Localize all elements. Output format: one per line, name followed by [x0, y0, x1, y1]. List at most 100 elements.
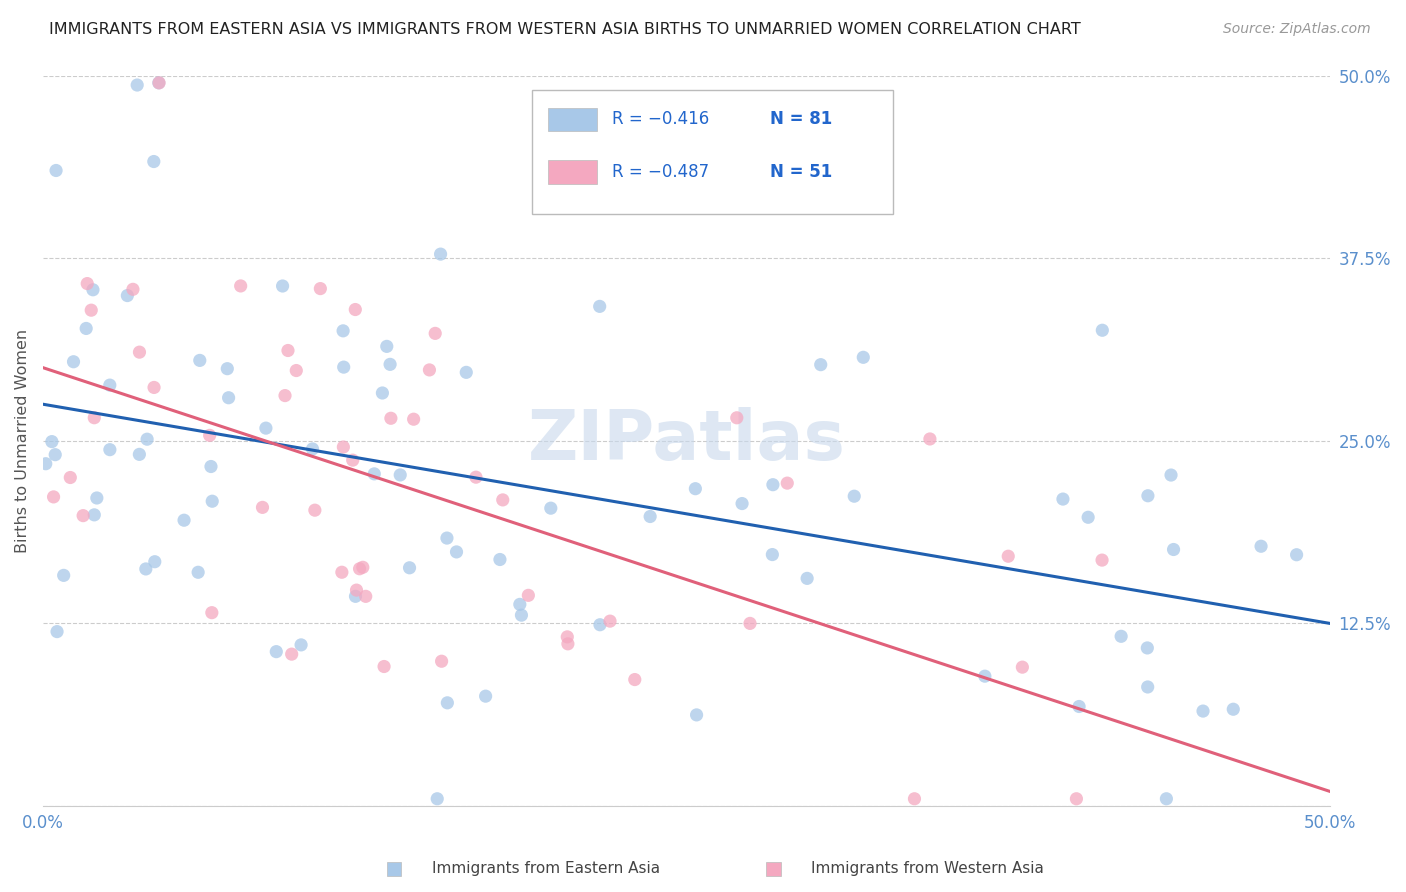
Point [83, 508, 105, 522]
Point [304, 503, 326, 517]
Point [489, 552, 512, 566]
Point [46, 624, 69, 639]
Text: IMMIGRANTS FROM EASTERN ASIA VS IMMIGRANTS FROM WESTERN ASIA BIRTHS TO UNMARRIED: IMMIGRANTS FROM EASTERN ASIA VS IMMIGRAN… [49, 22, 1081, 37]
Point [371, 386, 394, 401]
Point [685, 482, 707, 496]
FancyBboxPatch shape [533, 90, 893, 214]
Point [148, 76, 170, 90]
Bar [548, 108, 596, 131]
Point [346, 583, 368, 598]
Point [380, 411, 402, 425]
Point [201, 606, 224, 620]
Point [517, 588, 540, 602]
Point [436, 531, 458, 545]
Point [1066, 791, 1088, 805]
Point [918, 432, 941, 446]
Point [378, 357, 401, 371]
Point [1285, 548, 1308, 562]
Point [761, 548, 783, 562]
Text: ZIPatlas: ZIPatlas [527, 408, 845, 475]
Point [62, 355, 84, 369]
Point [98, 378, 121, 392]
Point [510, 608, 533, 623]
Text: Immigrants from Western Asia: Immigrants from Western Asia [811, 862, 1045, 876]
Point [136, 432, 159, 446]
Point [844, 489, 866, 503]
Point [82, 283, 104, 297]
Point [332, 324, 354, 338]
Text: R = −0.487: R = −0.487 [612, 163, 709, 181]
Point [1091, 323, 1114, 337]
Point [354, 590, 377, 604]
Point [200, 459, 222, 474]
Point [555, 630, 578, 644]
Point [86, 491, 108, 505]
Point [446, 545, 468, 559]
Point [731, 497, 754, 511]
Point [638, 509, 661, 524]
Point [143, 555, 166, 569]
Point [1250, 539, 1272, 553]
Point [373, 659, 395, 673]
Point [557, 637, 579, 651]
Point [142, 154, 165, 169]
Point [1136, 489, 1159, 503]
Point [217, 361, 239, 376]
Point [128, 345, 150, 359]
Point [776, 476, 799, 491]
Point [45, 163, 67, 178]
Point [426, 791, 449, 805]
Point [1011, 660, 1033, 674]
Point [52, 568, 75, 582]
Point [903, 791, 925, 805]
Point [127, 78, 149, 92]
Point [540, 501, 562, 516]
Point [810, 358, 832, 372]
Point [75, 321, 97, 335]
Text: Source: ZipAtlas.com: Source: ZipAtlas.com [1223, 22, 1371, 37]
Point [344, 590, 367, 604]
Point [398, 561, 420, 575]
Point [285, 363, 308, 377]
Point [492, 492, 515, 507]
Point [1091, 553, 1114, 567]
Y-axis label: Births to Unmarried Women: Births to Unmarried Women [15, 329, 30, 553]
Point [148, 76, 170, 90]
Point [309, 282, 332, 296]
Point [344, 302, 367, 317]
Point [44, 448, 66, 462]
Point [42, 490, 65, 504]
Text: N = 81: N = 81 [770, 111, 832, 128]
Point [301, 442, 323, 456]
Point [1109, 629, 1132, 643]
Point [122, 282, 145, 296]
Point [1067, 699, 1090, 714]
Point [80, 303, 103, 318]
Text: Immigrants from Eastern Asia: Immigrants from Eastern Asia [432, 862, 659, 876]
Point [1136, 640, 1159, 655]
Point [738, 616, 761, 631]
Point [188, 353, 211, 368]
Point [201, 494, 224, 508]
Point [280, 647, 302, 661]
Point [266, 645, 288, 659]
Point [143, 380, 166, 394]
Point [252, 500, 274, 515]
Point [456, 365, 478, 379]
Text: N = 51: N = 51 [770, 163, 832, 181]
Point [83, 410, 105, 425]
Point [1077, 510, 1099, 524]
Point [135, 562, 157, 576]
Point [35, 457, 58, 471]
Point [271, 279, 294, 293]
Point [1163, 542, 1185, 557]
Point [725, 410, 748, 425]
Point [1156, 791, 1178, 805]
Point [425, 326, 447, 341]
Bar [548, 161, 596, 184]
Point [1160, 468, 1182, 483]
Point [290, 638, 312, 652]
Point [363, 467, 385, 481]
Point [973, 669, 995, 683]
Point [418, 363, 440, 377]
